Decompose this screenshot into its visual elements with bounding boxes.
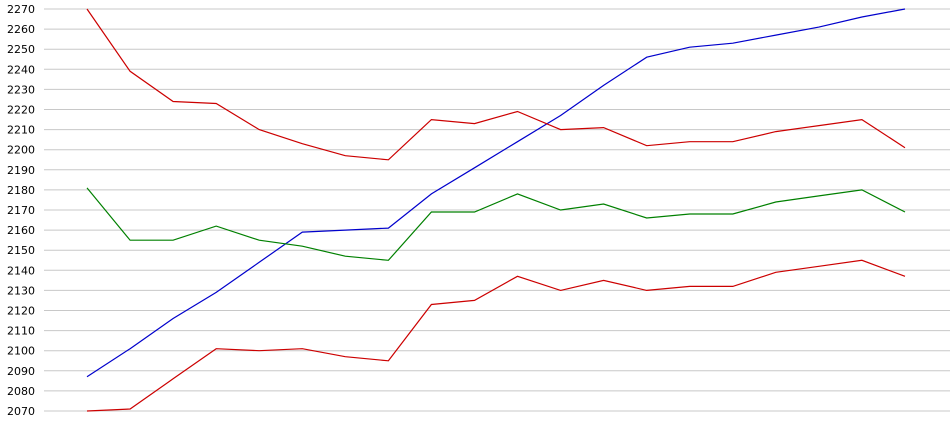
series-lines	[86, 8, 906, 412]
y-tick-label: 2180	[7, 184, 35, 197]
y-tick-label: 2260	[7, 23, 35, 36]
y-tick-label: 2150	[7, 244, 35, 257]
grid-lines	[44, 8, 950, 412]
y-tick-label: 2170	[7, 204, 35, 217]
y-tick-label: 2200	[7, 144, 35, 157]
series-line-3	[86, 187, 906, 261]
y-tick-label: 2270	[7, 3, 35, 16]
series-line-4	[86, 259, 906, 412]
y-tick-label: 2230	[7, 83, 35, 96]
y-tick-label: 2090	[7, 365, 35, 378]
y-tick-label: 2100	[7, 345, 35, 358]
y-tick-label: 2240	[7, 63, 35, 76]
y-tick-label: 2190	[7, 164, 35, 177]
y-axis-tick-labels: 2070 2080 2090 2100 2110 2120 2130 2140 2150 2160…	[7, 3, 35, 418]
series-line-2	[86, 8, 906, 161]
y-tick-label: 2120	[7, 305, 35, 318]
y-tick-label: 2160	[7, 224, 35, 237]
series-line-1	[86, 8, 906, 378]
y-tick-label: 2250	[7, 43, 35, 56]
y-tick-label: 2130	[7, 284, 35, 297]
y-tick-label: 2140	[7, 264, 35, 277]
y-tick-label: 2070	[7, 405, 35, 418]
y-tick-label: 2080	[7, 385, 35, 398]
y-tick-label: 2110	[7, 325, 35, 338]
y-tick-label: 2210	[7, 124, 35, 137]
y-tick-label: 2220	[7, 104, 35, 117]
